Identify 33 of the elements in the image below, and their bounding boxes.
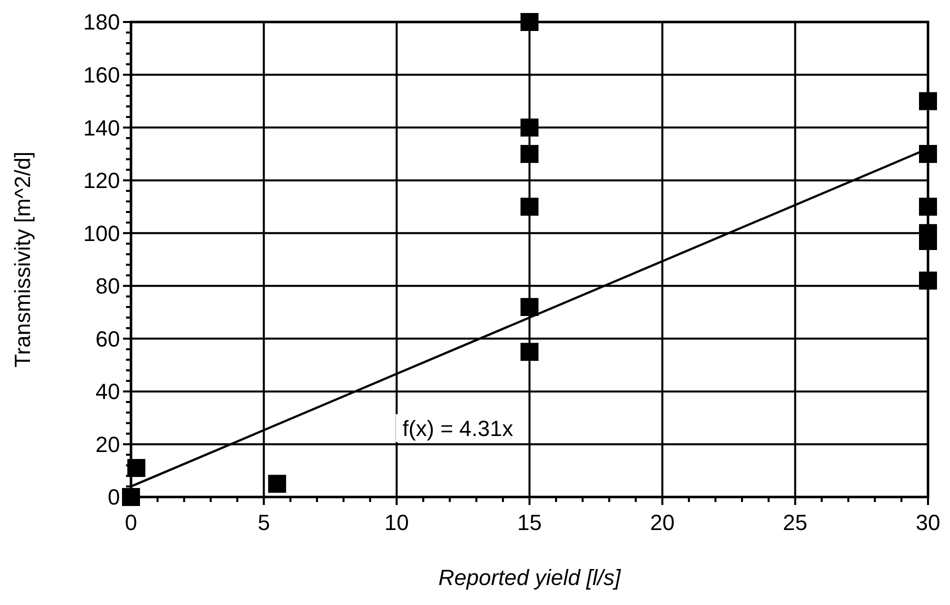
point (520, 198, 538, 216)
x-axis-title: Reported yield [l/s] (438, 565, 622, 590)
point (520, 118, 538, 137)
y-tick-label: 40 (96, 379, 120, 404)
y-tick-label: 100 (83, 220, 120, 246)
point (122, 488, 140, 506)
x-tick-label: 0 (124, 510, 138, 535)
y-axis-title: Transmissivity [m^2/d] (10, 151, 35, 368)
point (919, 144, 937, 163)
point (919, 198, 937, 216)
point (919, 92, 937, 110)
x-tick-label: 20 (650, 510, 675, 535)
annotation: f(x) = 4.31x (402, 416, 514, 441)
y-tick-label: 120 (83, 168, 120, 194)
y-tick-label: 0 (108, 484, 120, 510)
point (127, 458, 146, 477)
point (919, 272, 937, 290)
point (520, 298, 538, 316)
y-tick-label: 160 (83, 62, 120, 88)
x-tick-label: 5 (258, 510, 270, 535)
y-tick-label: 140 (83, 115, 120, 140)
point (520, 342, 538, 361)
y-tick-label: 20 (96, 432, 120, 457)
x-tick-label: 10 (384, 510, 409, 535)
y-tick-label: 180 (83, 10, 120, 35)
x-tick-label: 25 (782, 510, 808, 535)
x-tick-label: 30 (916, 510, 940, 535)
point (520, 13, 538, 31)
y-tick-label: 80 (96, 274, 120, 299)
x-tick-label: 15 (517, 510, 542, 535)
y-tick-label: 60 (96, 326, 120, 352)
point (520, 144, 538, 163)
point (268, 474, 286, 493)
